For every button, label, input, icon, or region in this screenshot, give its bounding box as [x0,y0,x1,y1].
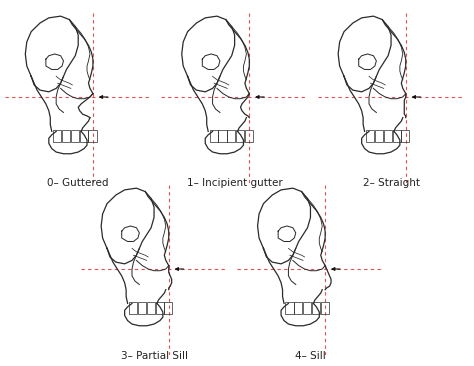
Bar [321,302,329,314]
Bar [155,302,164,314]
Bar [285,302,293,314]
Text: 1– Incipient gutter: 1– Incipient gutter [187,179,283,188]
Bar [294,302,302,314]
Bar [245,130,253,142]
Bar [219,130,227,142]
Bar [384,130,392,142]
Bar [129,302,137,314]
Bar [392,130,401,142]
Bar [375,130,383,142]
Bar [147,302,155,314]
Bar [80,130,88,142]
Bar [303,302,311,314]
Bar [228,130,236,142]
Bar [53,130,61,142]
Bar [62,130,70,142]
Bar [236,130,244,142]
Text: 4– Sill: 4– Sill [295,351,326,361]
Bar [312,302,320,314]
Bar [89,130,97,142]
Text: 2– Straight: 2– Straight [363,179,419,188]
Bar [401,130,410,142]
Bar [138,302,146,314]
Bar [71,130,79,142]
Bar [366,130,374,142]
Text: 3– Partial Sill: 3– Partial Sill [120,351,188,361]
Bar [210,130,218,142]
Bar [164,302,173,314]
Text: 0– Guttered: 0– Guttered [47,179,109,188]
